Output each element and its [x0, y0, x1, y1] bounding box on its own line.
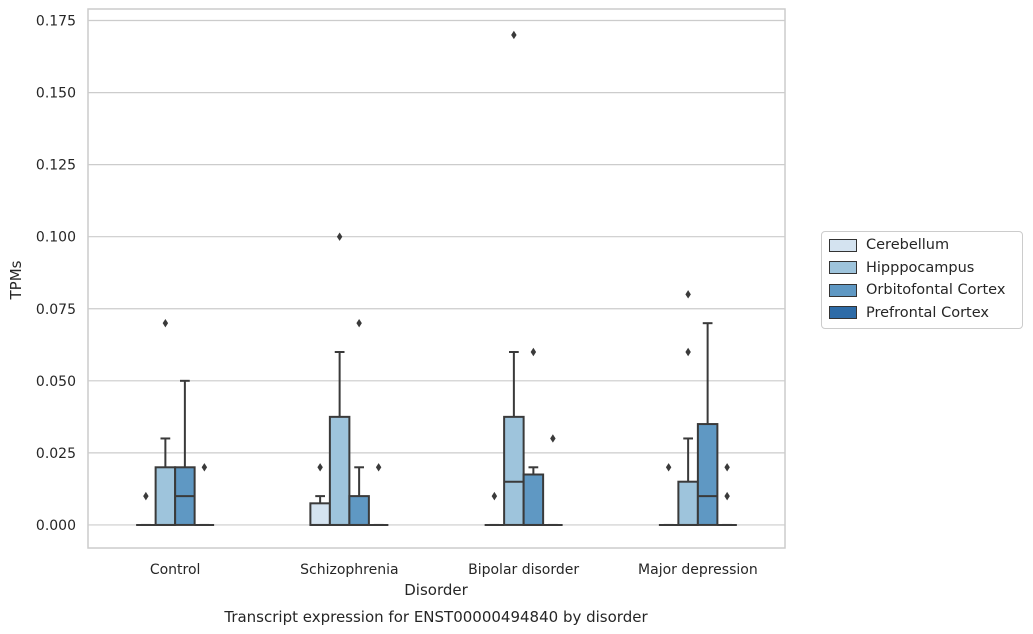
box-group: [696, 322, 719, 526]
outlier-point: [685, 347, 691, 357]
box: [328, 415, 351, 526]
x-tick-labels: Control Schizophrenia Bipolar disorder Majo…: [150, 562, 758, 578]
outlier-point: [724, 463, 730, 472]
outlier-point: [685, 290, 691, 299]
outlier-point: [317, 463, 323, 472]
legend-label: Orbitofontal Cortex: [866, 282, 1006, 299]
box: [696, 423, 719, 526]
legend-item: Cerebellum: [822, 234, 1022, 257]
legend-swatch: [829, 261, 857, 275]
outlier-point: [201, 463, 208, 472]
y-tick-label: 0.125: [36, 158, 76, 174]
legend-label: Cerebellum: [866, 237, 950, 254]
outlier-point: [356, 318, 362, 328]
box-group: [522, 347, 545, 526]
box-group: [503, 30, 525, 526]
x-tick-label: Schizophrenia: [300, 562, 398, 578]
outlier-point: [724, 491, 730, 501]
legend: Cerebellum Hipppocampus Orbitofontal Corte…: [821, 231, 1023, 329]
box-group: [677, 290, 699, 526]
box-group: [484, 491, 505, 526]
y-tick-label: 0.100: [36, 230, 76, 246]
outlier-point: [375, 463, 382, 472]
legend-item: Orbitofontal Cortex: [822, 279, 1022, 302]
box: [503, 415, 525, 526]
x-tick-label: Major depression: [638, 562, 758, 578]
x-tick-label: Bipolar disorder: [468, 562, 579, 578]
y-tick-label: 0.150: [36, 86, 76, 102]
x-tick-label: Control: [150, 562, 201, 578]
box-group: [309, 463, 331, 526]
outlier-point: [143, 491, 149, 501]
y-tick-labels: 0.000 0.025 0.050 0.075 0.100 0.125 0.150 0.175: [36, 14, 76, 534]
box-group: [154, 318, 177, 526]
box-group: [717, 463, 737, 526]
y-tick-label: 0.175: [36, 14, 76, 30]
legend-swatch: [829, 306, 857, 320]
box: [348, 495, 370, 526]
legend-swatch: [829, 283, 857, 297]
box-group: [348, 318, 370, 526]
legend-item: Prefrontal Cortex: [822, 302, 1022, 325]
box-group: [136, 491, 156, 526]
gridlines: [88, 19, 785, 526]
box-group: [174, 379, 196, 526]
outlier-point: [550, 434, 556, 443]
box: [309, 502, 331, 526]
legend-label: Prefrontal Cortex: [866, 304, 989, 321]
x-axis-label: Disorder: [404, 581, 468, 599]
box: [154, 466, 177, 526]
outlier-point: [162, 318, 169, 328]
outlier-point: [530, 347, 537, 357]
box-group: [658, 463, 679, 526]
box-group: [194, 463, 215, 526]
chart-caption: Transcript expression for ENST0000049484…: [223, 608, 648, 626]
legend-item: Hipppocampus: [822, 257, 1022, 280]
y-tick-label: 0.000: [36, 518, 76, 534]
outlier-point: [336, 232, 343, 241]
box-group: [543, 434, 563, 526]
legend-label: Hipppocampus: [866, 259, 975, 276]
y-tick-label: 0.025: [36, 446, 76, 462]
box-plot-series: [136, 30, 737, 526]
box: [677, 480, 699, 526]
box: [522, 473, 545, 526]
outlier-point: [491, 491, 498, 501]
y-axis-label: TPMs: [7, 260, 25, 300]
plot-frame: [87, 8, 786, 549]
box-group: [368, 463, 389, 526]
outlier-point: [665, 463, 672, 472]
box-group: [328, 232, 351, 526]
outlier-point: [511, 30, 517, 40]
y-tick-label: 0.075: [36, 302, 76, 318]
legend-swatch: [829, 238, 857, 252]
y-tick-label: 0.050: [36, 374, 76, 390]
